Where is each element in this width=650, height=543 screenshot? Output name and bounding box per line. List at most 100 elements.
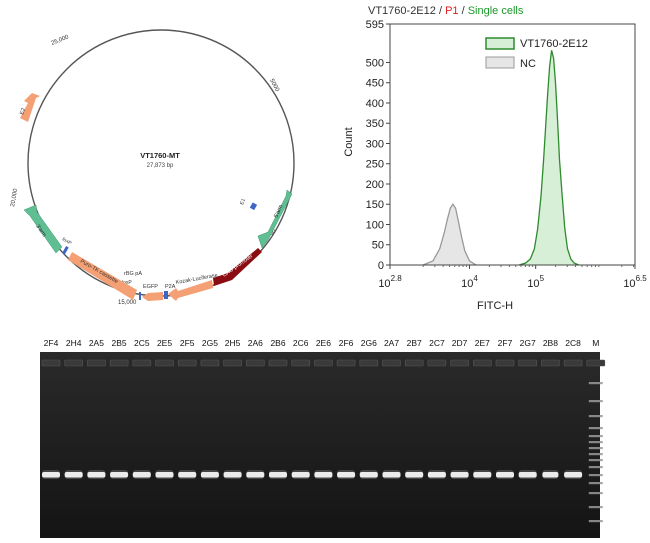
- pcr-band: [269, 472, 287, 478]
- tick-label-15000: 15,000: [118, 300, 137, 306]
- pcr-band: [427, 472, 446, 478]
- agarose-gel: 2F4 2H4 2A5 2B5 2C5 2E5 2F5 2G5 2H5 2A6 2B6 2C6 2E6 2…: [40, 338, 606, 538]
- x-tick-label: 104: [461, 274, 478, 290]
- x-tick-label: 102.8: [378, 274, 402, 290]
- lane-label: 2B8: [543, 338, 558, 348]
- gel-well: [246, 359, 265, 367]
- pcr-band-glow: [87, 470, 106, 479]
- lane-label: 2G5: [202, 338, 218, 348]
- tick-label-25000: 25,000: [51, 34, 71, 47]
- feature-label-e1: E1: [239, 198, 247, 206]
- gel-well: [359, 359, 379, 367]
- lane-label: 2G7: [520, 338, 536, 348]
- pcr-band-glow: [382, 470, 401, 479]
- plot-frame: [389, 23, 636, 266]
- x-tick-label: 106.5: [623, 274, 647, 290]
- feature-label-egfp: EGFP: [143, 284, 158, 290]
- feature-label-loxp-2: loxP: [61, 237, 73, 247]
- ladder-band: [588, 474, 603, 477]
- series-line-1: [422, 203, 477, 266]
- ladder-band: [588, 427, 603, 430]
- feature-label-p2a: P2A: [165, 284, 176, 290]
- gel-well: [427, 359, 447, 367]
- pcr-band-glow: [64, 470, 83, 479]
- pcr-band: [291, 472, 310, 478]
- pcr-band: [337, 472, 356, 478]
- pcr-band: [110, 472, 129, 478]
- feature-p2a: [164, 291, 168, 299]
- lane-label: 2G6: [361, 338, 377, 348]
- series-area-0: [519, 50, 579, 265]
- pcr-band: [200, 472, 219, 478]
- gel-well: [200, 359, 220, 367]
- lane-label: 2D7: [452, 338, 468, 348]
- lane-label: M: [592, 338, 599, 348]
- y-tick-label: 0: [378, 260, 384, 272]
- ladder-band: [588, 492, 603, 495]
- gel-well: [64, 359, 83, 367]
- plasmid-map-panel: 5000 10,000 15,000 20,000 25,000 VT1760-…: [0, 0, 318, 312]
- lane-label: 2F6: [339, 338, 354, 348]
- ladder-band: [588, 459, 603, 462]
- y-tick-label: 100: [366, 219, 384, 231]
- pcr-band-glow: [223, 470, 242, 479]
- lane-label: 2A7: [384, 338, 399, 348]
- feature-kozak-luciferase: [168, 280, 213, 301]
- pcr-band: [64, 472, 83, 478]
- legend-swatch-sample: [485, 37, 515, 50]
- gel-well: [177, 359, 197, 367]
- pcr-band-glow: [518, 470, 537, 479]
- gel-well: [563, 359, 583, 367]
- ladder-band: [588, 482, 603, 485]
- pcr-band: [496, 472, 514, 478]
- gel-well: [450, 359, 469, 367]
- ladder-band: [588, 400, 603, 403]
- feature-5-arm: [257, 189, 293, 249]
- gel-panel: 2F4 2H4 2A5 2B5 2C5 2E5 2F5 2G5 2H5 2A6 2B6 2C6 2E6 2…: [0, 330, 650, 538]
- pcr-band-glow: [42, 470, 60, 479]
- pcr-band: [405, 472, 424, 478]
- title-part: /: [436, 5, 445, 17]
- lane-label: 2B7: [407, 338, 422, 348]
- title-part: /: [459, 5, 468, 17]
- y-tick-label: 595: [366, 19, 384, 31]
- lane-label: 2E6: [316, 338, 331, 348]
- gel-well: [382, 359, 401, 367]
- gel-image: [40, 352, 600, 538]
- feature-e2: [20, 93, 40, 122]
- feature-label-cag-promoter: CAG promoter: [222, 253, 255, 278]
- gel-well: [518, 359, 538, 367]
- pcr-band: [359, 472, 378, 478]
- lane-label: 2E7: [475, 338, 490, 348]
- plasmid-map: 5000 10,000 15,000 20,000 25,000 VT1760-…: [10, 29, 295, 306]
- ladder-band: [588, 435, 603, 438]
- legend-swatch-nc: [485, 56, 515, 69]
- gel-well: [586, 359, 606, 367]
- y-axis-label: Count: [343, 127, 355, 156]
- pcr-band-glow: [473, 470, 492, 479]
- tick-label-20000: 20,000: [10, 188, 19, 208]
- pcr-band-glow: [200, 470, 219, 479]
- gel-well: [223, 359, 242, 367]
- pcr-band: [564, 472, 583, 478]
- pcr-band-glow: [178, 470, 197, 479]
- lane-label: 2C5: [134, 338, 150, 348]
- pcr-band-glow: [496, 470, 514, 479]
- title-part: Single cells: [468, 5, 524, 17]
- lane-label: 2F5: [180, 338, 195, 348]
- lane-label: 2C6: [293, 338, 309, 348]
- chart-title: VT1760-2E12 / P1 / Single cells: [368, 5, 524, 17]
- ladder-band: [588, 441, 603, 444]
- pcr-band-glow: [269, 470, 287, 479]
- gel-well: [155, 359, 174, 367]
- pcr-band: [473, 472, 492, 478]
- gel-well: [541, 359, 560, 367]
- gel-well: [404, 359, 424, 367]
- y-tick-label: 150: [366, 199, 384, 211]
- ladder-band: [588, 520, 603, 523]
- feature-label-loxp-1: loxP: [122, 280, 132, 286]
- pcr-band: [178, 472, 197, 478]
- lane-label: 2E5: [157, 338, 172, 348]
- pcr-band: [87, 472, 106, 478]
- lane-label: 2H4: [66, 338, 82, 348]
